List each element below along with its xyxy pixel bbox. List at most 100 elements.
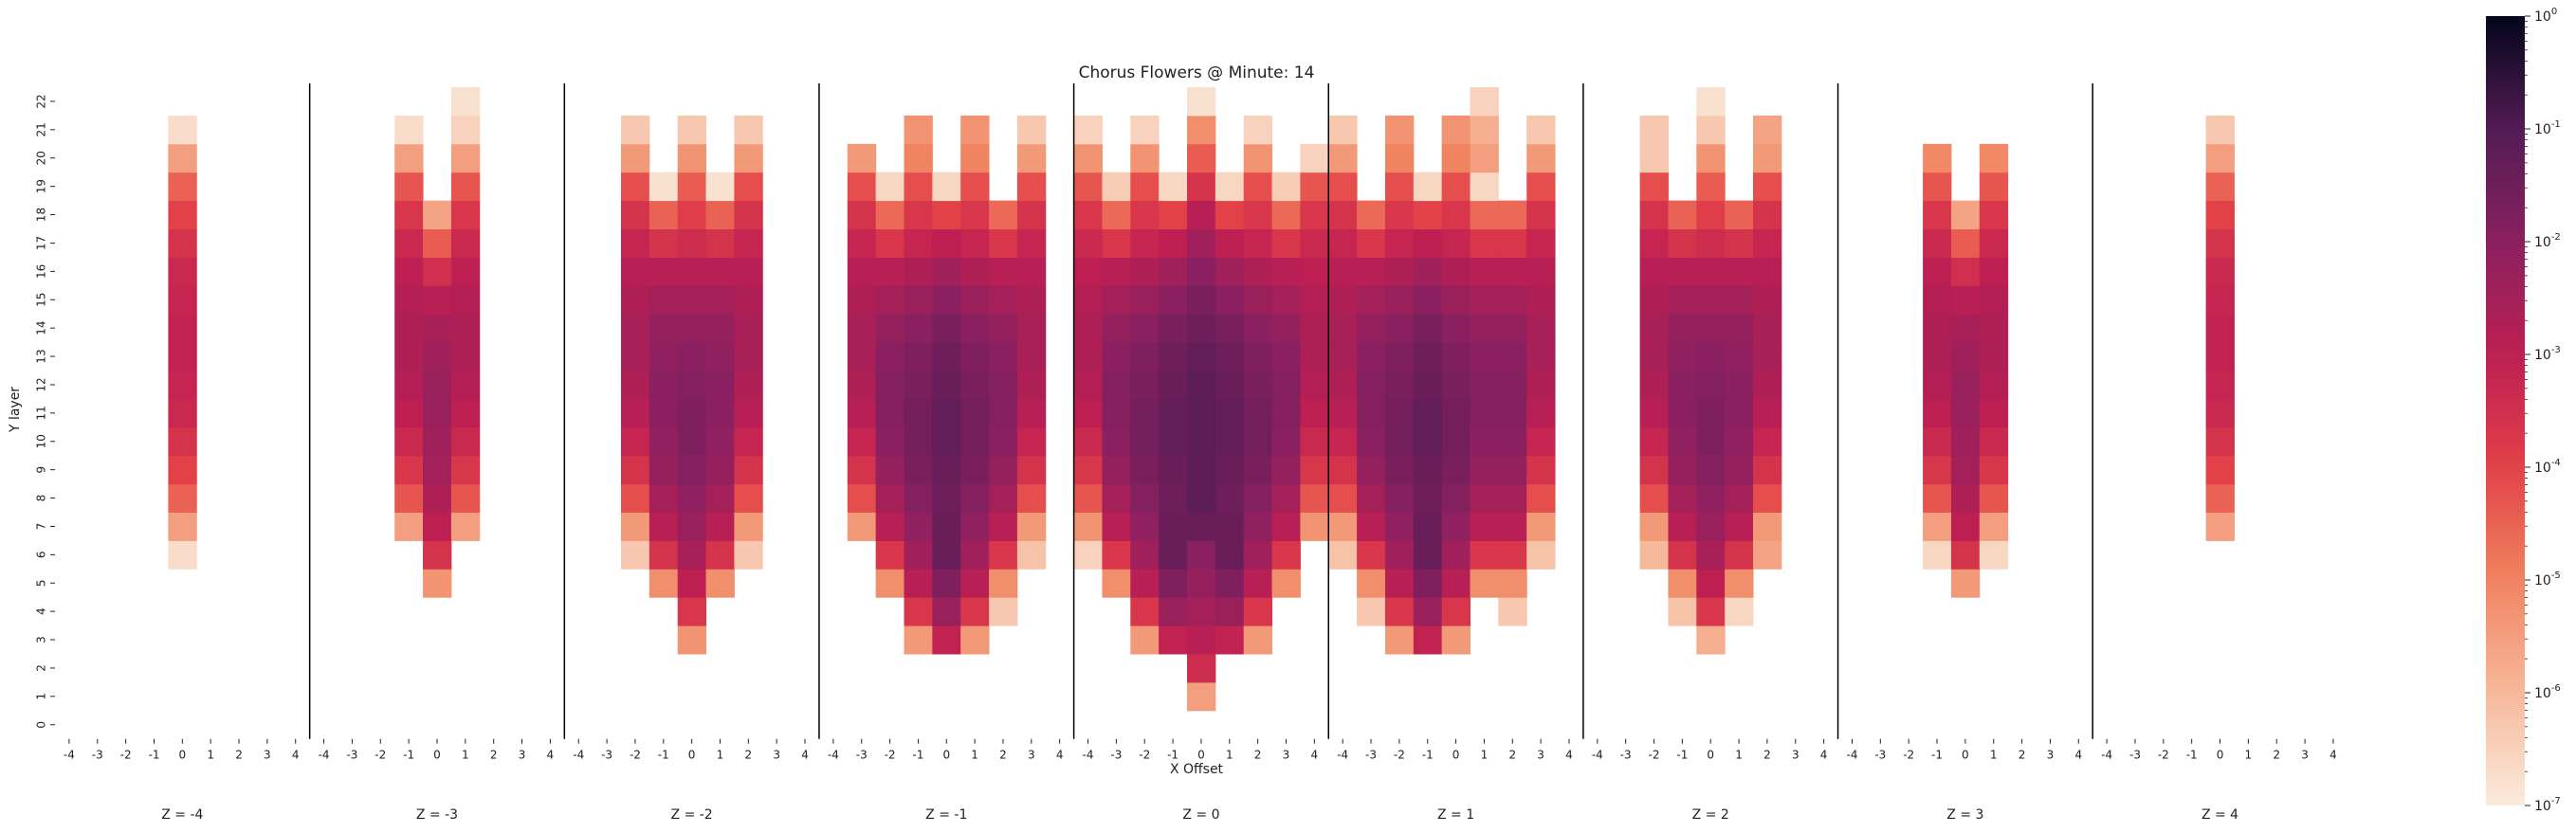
panel-label: Z = -3 bbox=[416, 807, 458, 823]
heatmap-cell bbox=[450, 228, 481, 258]
heatmap-cell bbox=[904, 398, 933, 428]
heatmap-cell bbox=[1016, 398, 1047, 428]
heatmap-cell bbox=[705, 540, 735, 570]
panel-label: Z = 4 bbox=[2201, 807, 2238, 823]
heatmap-cell bbox=[394, 426, 424, 457]
heatmap-cell bbox=[847, 285, 877, 315]
heatmap-cell bbox=[168, 228, 197, 258]
heatmap-cell bbox=[1923, 398, 1952, 428]
heatmap-cell bbox=[2205, 455, 2235, 485]
heatmap-cell bbox=[621, 371, 650, 400]
heatmap-cell bbox=[734, 455, 763, 485]
x-tick-label: 2 bbox=[2273, 749, 2280, 762]
heatmap-cell bbox=[1357, 540, 1386, 570]
heatmap-cell bbox=[932, 257, 961, 286]
heatmap-cell bbox=[168, 314, 197, 343]
heatmap-cell bbox=[1130, 314, 1160, 343]
heatmap-cell bbox=[1725, 314, 1754, 343]
heatmap-cell bbox=[1215, 398, 1245, 428]
y-tick-label: 21 bbox=[35, 122, 48, 136]
heatmap-cell bbox=[450, 87, 481, 117]
y-tick-label: 2 bbox=[35, 664, 48, 672]
heatmap-cell bbox=[394, 398, 424, 428]
heatmap-cell bbox=[875, 342, 904, 371]
heatmap-cell bbox=[423, 342, 452, 371]
heatmap-cell bbox=[1470, 342, 1499, 371]
heatmap-cell bbox=[1271, 228, 1301, 258]
x-tick-label: 4 bbox=[2074, 749, 2082, 762]
heatmap-cell bbox=[960, 200, 990, 229]
heatmap-cell bbox=[1725, 200, 1754, 229]
heatmap-cell bbox=[1979, 228, 2009, 258]
x-tick-label: 1 bbox=[1481, 749, 1489, 762]
heatmap-cell bbox=[989, 371, 1018, 400]
heatmap-cell bbox=[734, 426, 763, 457]
heatmap-cell bbox=[1526, 172, 1556, 202]
heatmap-cell bbox=[1215, 512, 1245, 541]
heatmap-cell bbox=[621, 426, 650, 457]
heatmap-cell bbox=[677, 540, 707, 570]
heatmap-cell bbox=[168, 512, 197, 541]
heatmap-cell bbox=[1923, 228, 1952, 258]
heatmap-cell bbox=[1441, 569, 1471, 598]
colorbar-tick-label: 10-2 bbox=[2534, 232, 2561, 250]
heatmap-cell bbox=[1526, 371, 1556, 400]
heatmap-cell bbox=[1016, 342, 1047, 371]
heatmap-cell bbox=[423, 398, 452, 428]
heatmap-cell bbox=[168, 426, 197, 457]
heatmap-cell bbox=[168, 398, 197, 428]
heatmap-cell bbox=[1470, 115, 1499, 145]
heatmap-cell bbox=[1159, 540, 1188, 570]
x-tick-label: -3 bbox=[346, 749, 357, 762]
heatmap-cell bbox=[621, 257, 650, 286]
heatmap-cell bbox=[1753, 115, 1782, 145]
y-tick-label: 9 bbox=[35, 466, 48, 474]
heatmap-cell bbox=[1215, 483, 1245, 513]
heatmap-cell bbox=[1498, 426, 1527, 457]
heatmap-cell bbox=[1696, 228, 1726, 258]
heatmap-cell bbox=[1923, 257, 1952, 286]
heatmap-cell bbox=[960, 426, 990, 457]
heatmap-cell bbox=[1187, 257, 1216, 286]
heatmap-cell bbox=[450, 257, 481, 286]
heatmap-cell bbox=[649, 257, 679, 286]
x-axis-label: X Offset bbox=[1170, 762, 1224, 777]
heatmap-cell bbox=[1328, 172, 1358, 202]
heatmap-cell bbox=[1639, 540, 1669, 570]
heatmap-cell bbox=[705, 569, 735, 598]
heatmap-cell bbox=[1526, 483, 1556, 513]
heatmap-cell bbox=[1950, 455, 1981, 485]
heatmap-cell bbox=[1159, 257, 1188, 286]
panel-z-0: -4 -3 -2 -1 0 1 2 3 4 Z = 0 bbox=[1072, 83, 1329, 823]
heatmap-cell bbox=[649, 398, 679, 428]
heatmap-cell bbox=[621, 115, 650, 145]
heatmap-cell bbox=[1696, 342, 1726, 371]
heatmap-cell bbox=[1384, 625, 1415, 655]
heatmap-cell bbox=[1328, 371, 1358, 400]
x-tick-label: 3 bbox=[264, 749, 271, 762]
heatmap-cell bbox=[1016, 371, 1047, 400]
heatmap-cell bbox=[1187, 625, 1216, 655]
x-tick-label: 3 bbox=[1283, 749, 1290, 762]
heatmap-cell bbox=[450, 285, 481, 315]
y-tick-label: 12 bbox=[35, 377, 48, 391]
heatmap-cell bbox=[932, 172, 961, 202]
x-tick-label: -4 bbox=[1846, 749, 1857, 762]
x-tick-label: 1 bbox=[971, 749, 978, 762]
heatmap-cell bbox=[1668, 455, 1697, 485]
heatmap-cell bbox=[1357, 512, 1386, 541]
heatmap-cell bbox=[450, 426, 481, 457]
heatmap-cell bbox=[1696, 455, 1726, 485]
heatmap-cell bbox=[1187, 143, 1216, 173]
heatmap-cell bbox=[1470, 257, 1499, 286]
heatmap-cell bbox=[1950, 398, 1981, 428]
heatmap-cell bbox=[1441, 285, 1471, 315]
heatmap-cell bbox=[1950, 342, 1981, 371]
heatmap-cell bbox=[1271, 398, 1301, 428]
heatmap-cell bbox=[1243, 257, 1273, 286]
heatmap-cell bbox=[394, 115, 424, 145]
heatmap-cell bbox=[1159, 200, 1188, 229]
heatmap-cell bbox=[1215, 371, 1245, 400]
heatmap-cell bbox=[621, 540, 650, 570]
